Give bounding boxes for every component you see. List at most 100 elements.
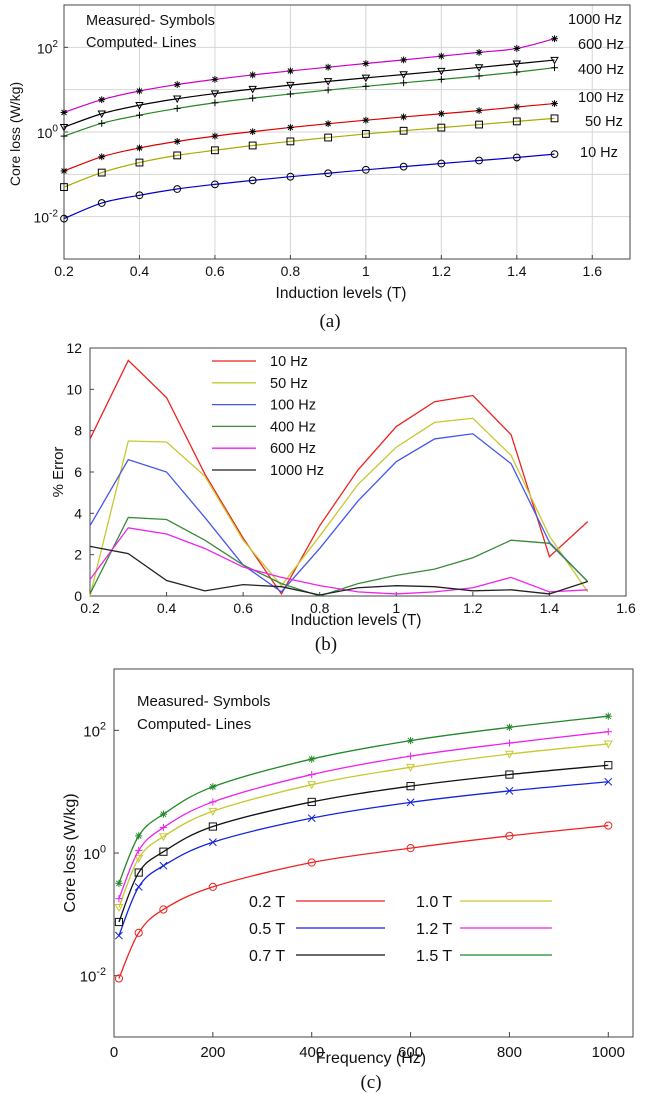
chart-c-point: [114, 974, 124, 983]
chart-c-line-10t: [118, 743, 609, 908]
chart-a-ylabel: Core loss (W/kg): [7, 82, 23, 186]
chart-a-point: [437, 123, 446, 132]
chart-a-point: [248, 176, 257, 185]
chart-a-point: [437, 110, 445, 118]
chart-b-ytick-label: 8: [74, 423, 82, 439]
chart-a-point: [475, 156, 483, 165]
chart-b-line-600hz: [89, 527, 588, 595]
chart-a-point: [512, 117, 521, 126]
chart-c-annotation-measured: Measured- Symbols: [137, 693, 270, 710]
chart-c-point: [505, 770, 514, 779]
chart-a-point: [135, 101, 144, 110]
chart-a-point: [97, 199, 106, 207]
chart-a-point: [399, 71, 408, 79]
chart-a-point: [512, 60, 522, 69]
chart-c-caption: (c): [360, 1072, 381, 1093]
chart-b-xtick-label: 1.2: [463, 600, 483, 616]
chart-a-point: [173, 81, 181, 88]
chart-a-point: [211, 132, 219, 140]
chart-a-series-label: 100 Hz: [578, 90, 624, 106]
chart-a-point: [474, 64, 484, 72]
chart-a-point: [97, 168, 106, 177]
chart-c-point: [406, 844, 415, 853]
chart-a-point: [136, 144, 143, 152]
chart-c-point: [406, 763, 416, 772]
chart-b-legend-label: 100 Hz: [270, 398, 316, 414]
chart-a-ytick-label: 100: [37, 124, 59, 141]
chart-a-xtick-label: 1.6: [583, 263, 603, 279]
chart-c-point: [308, 755, 316, 763]
chart-a-series-label: 600 Hz: [578, 37, 624, 53]
chart-a-grid: [63, 4, 630, 260]
chart-c-point: [114, 903, 124, 912]
chart-a-point: [98, 153, 106, 161]
chart-c-line-02t: [118, 824, 609, 979]
chart-a-xtick-label: 0.4: [130, 263, 150, 279]
chart-a-point: [324, 86, 332, 94]
chart-c-line-05t: [118, 781, 609, 936]
chart-c-point: [604, 728, 612, 736]
chart-b-legend-label: 600 Hz: [270, 441, 316, 457]
chart-a-point: [400, 56, 407, 64]
chart-a-point: [135, 191, 144, 200]
chart-b-xlabel: Induction levels (T): [291, 612, 422, 629]
chart-c-point: [406, 798, 415, 807]
chart-c-point: [159, 905, 168, 914]
chart-c-legend-label: 1.5 T: [416, 948, 452, 965]
chart-a-xtick-label: 0.2: [54, 263, 74, 279]
chart-c-point: [505, 831, 514, 841]
chart-a-xtick-label: 0.8: [281, 263, 301, 279]
chart-c-point: [604, 821, 613, 830]
chart-c-series: [114, 712, 613, 983]
chart-c-point: [134, 854, 144, 863]
chart-a-xtick-label: 1.4: [507, 263, 527, 279]
chart-a-point: [361, 74, 371, 83]
chart-c-point: [505, 739, 514, 747]
chart-a-point: [475, 48, 483, 56]
chart-a-point: [173, 185, 182, 193]
chart-c-point: [307, 858, 316, 867]
chart-b-xtick-label: 0.8: [310, 600, 330, 616]
chart-a-point: [173, 151, 182, 160]
chart-c-point: [135, 832, 143, 840]
chart-a-point: [249, 71, 257, 79]
chart-c-point: [307, 814, 316, 823]
chart-a-point: [550, 56, 559, 65]
chart-c-ytick-label: 10-2: [80, 966, 106, 986]
chart-a-point: [286, 137, 295, 146]
chart-c-point: [603, 740, 613, 749]
chart-c-point: [209, 798, 217, 806]
chart-a-point: [60, 167, 68, 175]
chart-c-ticks: 0 200 400 600 800 1000 10-2 100 102: [80, 721, 625, 1061]
chart-a-series-label: 1000 Hz: [568, 12, 622, 28]
chart-c-point: [159, 847, 168, 856]
chart-a-caption: (a): [319, 311, 340, 332]
chart-a-point: [59, 123, 69, 132]
chart-a-point: [249, 128, 257, 136]
chart-c-point: [208, 807, 218, 816]
chart-a-point: [249, 94, 257, 102]
chart-c-legend-label: 1.0 T: [416, 894, 452, 911]
chart-c-point: [114, 931, 123, 940]
chart-a-xlabel: Induction levels (T): [276, 285, 407, 302]
chart-a-point: [211, 146, 219, 155]
chart-a-point: [399, 126, 408, 135]
chart-a-point: [287, 90, 294, 98]
chart-c-line-12t: [118, 731, 609, 899]
chart-c-point: [504, 750, 514, 759]
chart-c-point: [209, 783, 217, 791]
chart-b-xtick-label: 1.6: [616, 600, 636, 616]
chart-c-ylabel: Core loss (W/kg): [62, 793, 79, 912]
chart-a-point: [248, 141, 257, 150]
chart-c-point: [406, 782, 415, 791]
chart-a-point: [60, 109, 68, 116]
chart-a-point: [97, 110, 106, 119]
chart-c-xtick-label: 600: [398, 1044, 423, 1061]
chart-a-point: [98, 119, 106, 127]
chart-a-point: [361, 165, 370, 174]
chart-b-xtick-label: 1: [392, 600, 400, 616]
chart-b-line-100hz: [89, 433, 589, 593]
chart-c-point: [134, 868, 143, 877]
chart-a-point: [513, 68, 521, 76]
chart-c-xtick-label: 200: [200, 1044, 225, 1061]
